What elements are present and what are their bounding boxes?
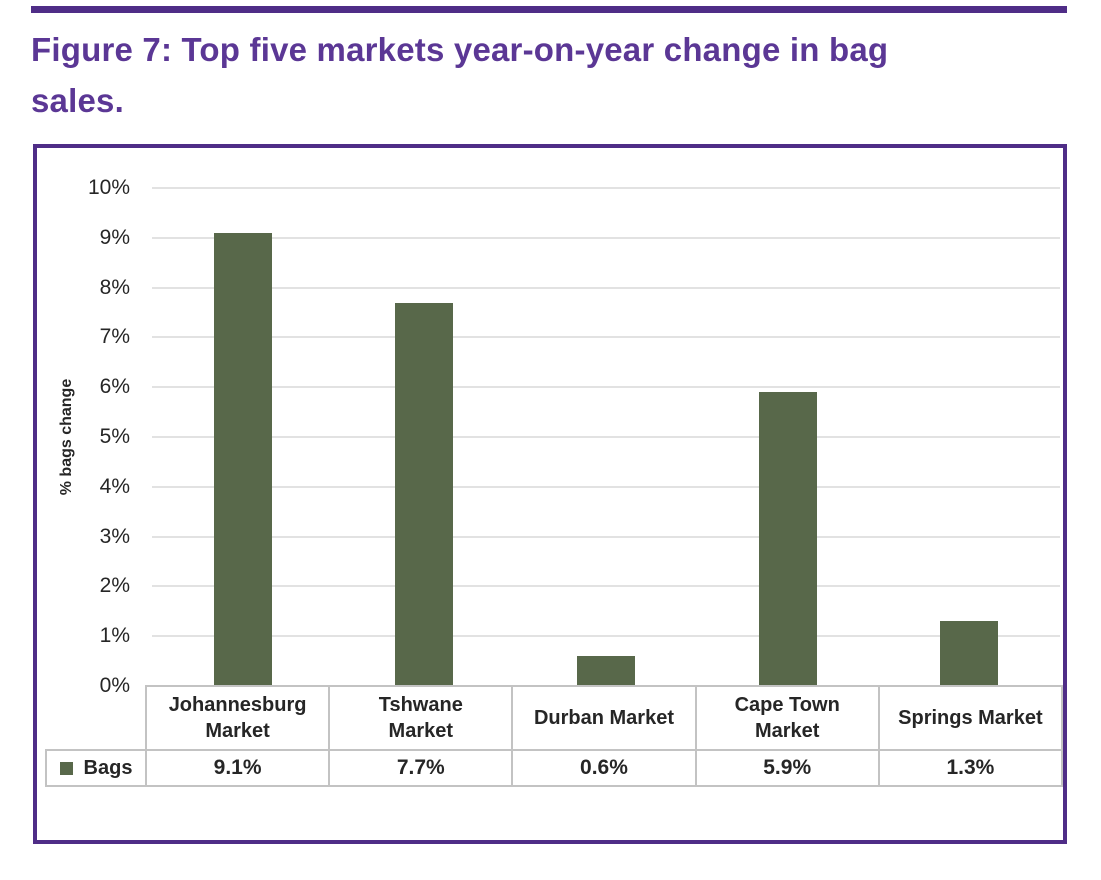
category-header-cell: Johannesburg Market: [168, 694, 307, 742]
y-tick-label: 3%: [99, 524, 130, 548]
table-border-line: [877, 685, 880, 787]
legend-label: Bags: [83, 756, 133, 779]
y-tick-label: 6%: [99, 375, 130, 399]
y-tick-label: 2%: [99, 574, 130, 598]
y-tick-label: 7%: [99, 325, 130, 349]
category-header-cell: Durban Market: [533, 707, 674, 729]
table-border-line: [146, 685, 1062, 687]
bar: [213, 232, 272, 686]
gridline: [152, 635, 1060, 638]
legend-swatch: [59, 761, 73, 775]
figure-title: Figure 7: Top five markets year-on-year …: [31, 24, 1051, 126]
table-border-line: [328, 685, 331, 787]
table-border-line: [145, 685, 147, 787]
bar: [577, 656, 635, 686]
category-header-cell: Springs Market: [898, 707, 1043, 729]
chart-frame: [33, 144, 1067, 844]
table-border-line: [46, 785, 1062, 787]
bar: [940, 621, 999, 686]
category-header-cell: Cape Town Market: [734, 694, 840, 742]
y-tick-label: 5%: [99, 425, 130, 448]
figure-title-line-1: Figure 7: Top five markets year-on-year …: [31, 31, 889, 68]
y-tick-label: 0%: [99, 674, 130, 697]
bar: [395, 302, 454, 686]
value-cell: 9.1%: [213, 756, 262, 779]
table-border-line: [46, 749, 1062, 751]
gridline: [152, 236, 1060, 239]
figure-title-line-2: sales.: [31, 82, 124, 119]
y-tick-label: 10%: [87, 176, 130, 199]
gridline: [152, 286, 1060, 289]
gridline: [152, 436, 1060, 438]
table-border-line: [694, 685, 697, 787]
y-tick-label: 8%: [99, 275, 130, 299]
y-tick-label: 9%: [99, 225, 130, 249]
value-cell: 1.3%: [946, 756, 995, 779]
table-border-line: [511, 685, 514, 787]
gridline: [152, 485, 1060, 488]
table-border-line: [1061, 685, 1063, 787]
gridline: [152, 336, 1060, 339]
gridline: [152, 187, 1060, 189]
gridline: [152, 386, 1060, 389]
value-cell: 0.6%: [580, 756, 628, 779]
value-cell: 7.7%: [396, 756, 445, 779]
y-tick-label: 1%: [99, 624, 130, 648]
gridline: [152, 535, 1060, 538]
y-tick-label: 4%: [99, 474, 130, 498]
gridline: [152, 585, 1060, 588]
table-border-line: [45, 749, 47, 787]
top-accent-bar: [31, 6, 1067, 13]
value-cell: 5.9%: [763, 756, 812, 779]
category-header-cell: Tshwane Market: [378, 694, 463, 742]
bar: [758, 392, 817, 686]
legend-cell: Bags: [46, 750, 146, 786]
